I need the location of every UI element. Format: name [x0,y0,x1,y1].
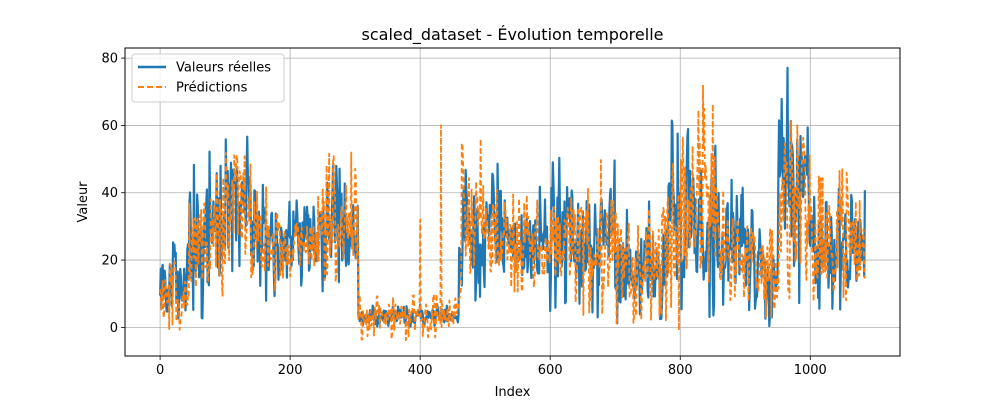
x-tick-label: 200 [278,363,303,378]
y-tick-label: 80 [101,52,118,67]
legend: Valeurs réelles Prédictions [131,53,285,103]
x-axis-title: Index [495,385,531,400]
plot-frame [124,47,901,357]
chart-title: scaled_dataset - Évolution temporelle [362,25,664,45]
x-tick-label: 800 [668,363,693,378]
series-line-predictions [159,84,866,341]
x-tick-label: 1000 [794,363,827,378]
y-tick-label: 0 [110,321,118,336]
legend-label-predictions: Prédictions [176,81,248,96]
legend-label-actual: Valeurs réelles [176,61,271,76]
plot-lines [159,66,866,341]
y-tick-label: 20 [101,254,118,269]
y-tick-label: 40 [101,186,118,201]
ticks: 0 200 400 600 800 1000 0 20 40 60 80 [101,52,826,378]
x-tick-label: 400 [408,363,433,378]
x-tick-label: 0 [156,363,164,378]
legend-box [131,53,285,103]
y-tick-label: 60 [101,119,118,134]
y-axis-title: Valeur [76,181,91,223]
x-tick-label: 600 [538,363,563,378]
